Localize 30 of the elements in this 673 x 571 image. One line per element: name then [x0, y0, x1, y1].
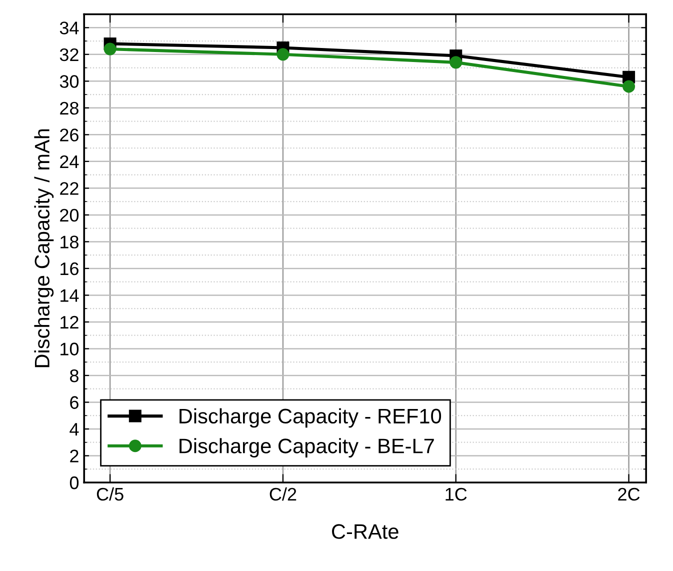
point [104, 42, 116, 56]
y-tick-label: 14 [60, 289, 79, 302]
y-tick-label: 24 [60, 155, 79, 168]
point [622, 80, 636, 93]
y-tick-label: 0 [70, 476, 79, 490]
y-axis-title: Discharge Capacity / mAh [34, 129, 54, 368]
y-tick-label: 18 [60, 236, 78, 248]
point [276, 48, 290, 61]
y-tick-label: 2 [70, 450, 78, 462]
y-tick-label: 34 [60, 22, 79, 34]
y-tick-label: 22 [60, 182, 78, 195]
y-tick-label: 10 [60, 342, 79, 356]
y-tick-label: 6 [70, 396, 78, 409]
point [450, 56, 462, 69]
legend-label: Discharge Capacity - REF10 [180, 408, 442, 428]
x-tick-label: 2C [618, 488, 640, 501]
y-tick-label: 8 [70, 369, 78, 382]
x-tick-label: C/2 [270, 487, 296, 501]
y-tick-label: 26 [60, 128, 78, 142]
y-tick-label: 12 [60, 316, 78, 329]
y-tick-label: 30 [60, 75, 79, 88]
y-tick-label: 32 [60, 48, 78, 62]
y-tick-label: 20 [60, 208, 79, 222]
y-tick-label: 4 [70, 423, 79, 436]
y-tick-label: 28 [60, 102, 78, 115]
x-axis-title: C-RAte [332, 524, 398, 539]
x-tick-label: C/5 [96, 487, 124, 501]
legend-label: Discharge Capacity - BE-L7 [180, 438, 434, 458]
y-tick-label: 16 [60, 262, 78, 276]
x-tick-label: 1C [446, 488, 467, 501]
